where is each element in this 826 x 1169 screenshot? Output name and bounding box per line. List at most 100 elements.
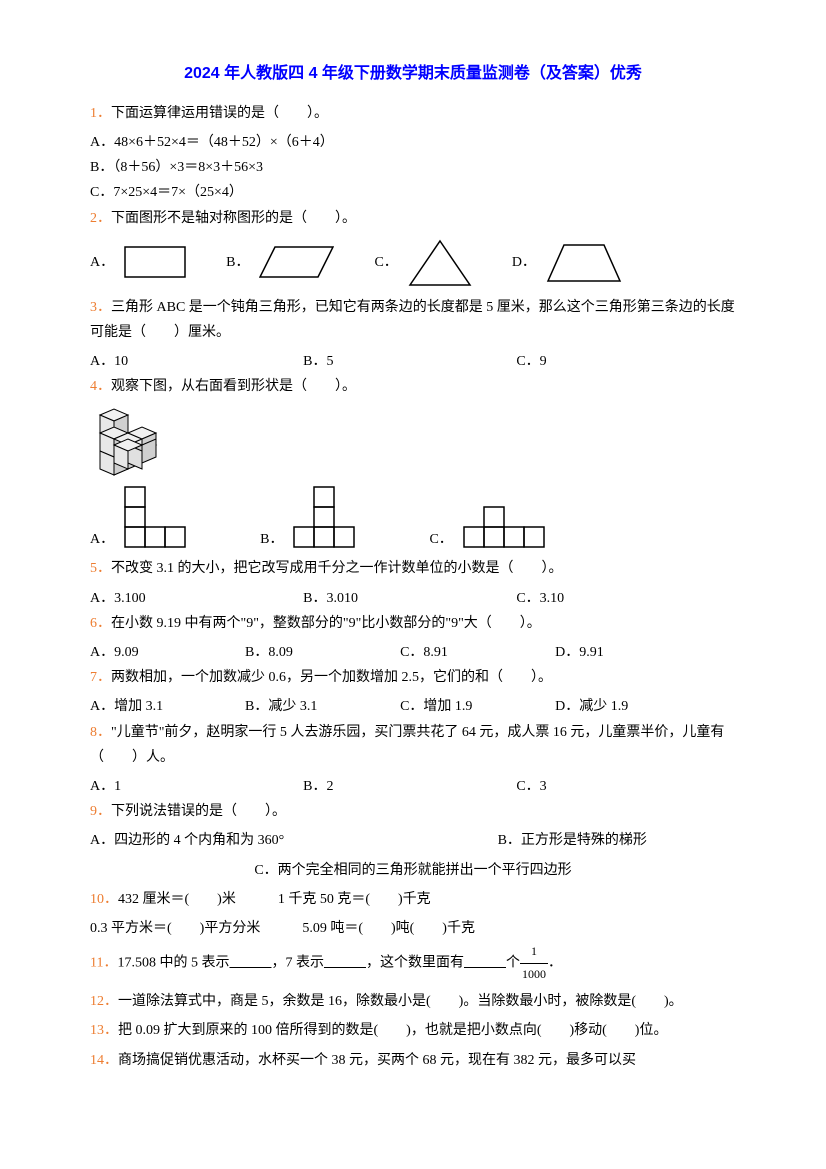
q6-num: 6． (90, 616, 111, 631)
q11-blank2 (324, 955, 366, 970)
question-8: 8．"儿童节"前夕，赵明家一行 5 人去游乐园，买门票共花了 64 元，成人票 … (90, 720, 736, 770)
q2-opt-c: C． (374, 239, 471, 287)
frac-den: 1000 (520, 964, 548, 986)
q3-optA: A．10 (90, 349, 303, 374)
question-10: 10．432 厘米＝( )米 1 千克 50 克＝( )千克 (90, 887, 736, 912)
q5-optC: C．3.10 (516, 586, 729, 611)
q3-optB: B．5 (303, 349, 516, 374)
q11-t1: 17.508 中的 5 表示 (117, 955, 229, 970)
q6-optB: B．8.09 (245, 640, 400, 665)
q4-label-c: C． (429, 527, 452, 552)
q1-text: 下面运算律运用错误的是（ ）。 (111, 106, 328, 121)
q11-blank1 (229, 955, 271, 970)
q2-label-c: C． (374, 250, 397, 275)
trapezoid-icon (546, 243, 622, 283)
q4-label-b: B． (260, 527, 283, 552)
q9-optC: C．两个完全相同的三角形就能拼出一个平行四边形 (90, 858, 736, 883)
q14-text: 商场搞促销优惠活动，水杯买一个 38 元，买两个 68 元，现在有 382 元，… (118, 1053, 636, 1068)
q10-text2: 0.3 平方米＝( )平方分米 5.09 吨＝( )吨( )千克 (90, 916, 736, 941)
q11-t2: ，7 表示 (271, 955, 324, 970)
q6-optA: A．9.09 (90, 640, 245, 665)
q6-text: 在小数 9.19 中有两个"9"，整数部分的"9"比小数部分的"9"大（ ）。 (111, 616, 541, 631)
q13-text: 把 0.09 扩大到原来的 100 倍所得到的数是( )，也就是把小数点向( )… (118, 1023, 667, 1038)
q11-t3: ，这个数里面有 (366, 955, 464, 970)
q2-text: 下面图形不是轴对称图形的是（ ）。 (111, 211, 356, 226)
q5-optA: A．3.100 (90, 586, 303, 611)
q2-num: 2． (90, 211, 111, 226)
question-11: 11．17.508 中的 5 表示 ，7 表示 ，这个数里面有 个11000． (90, 941, 736, 985)
question-13: 13．把 0.09 扩大到原来的 100 倍所得到的数是( )，也就是把小数点向… (90, 1018, 736, 1043)
question-5: 5．不改变 3.1 的大小，把它改写成用千分之一作计数单位的小数是（ ）。 (90, 556, 736, 581)
q10-text: 432 厘米＝( )米 1 千克 50 克＝( )千克 (118, 892, 431, 907)
q2-opt-b: B． (226, 246, 334, 280)
q3-options: A．10 B．5 C．9 (90, 349, 736, 374)
q7-num: 7． (90, 670, 111, 685)
q4-text: 观察下图，从右面看到形状是（ ）。 (111, 379, 356, 394)
question-14: 14．商场搞促销优惠活动，水杯买一个 38 元，买两个 68 元，现在有 382… (90, 1048, 736, 1073)
question-3: 3．三角形 ABC 是一个钝角三角形，已知它有两条边的长度都是 5 厘米，那么这… (90, 295, 736, 345)
q6-optC: C．8.91 (400, 640, 555, 665)
question-9: 9．下列说法错误的是（ ）。 (90, 799, 736, 824)
q10-num: 10． (90, 892, 118, 907)
q9-num: 9． (90, 804, 111, 819)
q4-options: A． B． C． (90, 486, 736, 552)
q2-opt-a: A． (90, 246, 186, 280)
q4-opt-c: C． (429, 506, 548, 552)
q11-blank3 (464, 955, 506, 970)
q9-optB: B．正方形是特殊的梯形 (498, 828, 647, 853)
q7-options: A．增加 3.1 B．减少 3.1 C．增加 1.9 D．减少 1.9 (90, 694, 736, 719)
q3-text: 三角形 ABC 是一个钝角三角形，已知它有两条边的长度都是 5 厘米，那么这个三… (90, 300, 735, 340)
fraction-icon: 11000 (520, 941, 548, 985)
q1-optA: A．48×6＋52×4＝（48＋52）×（6＋4） (90, 130, 736, 155)
question-12: 12．一道除法算式中，商是 5，余数是 16，除数最小是( )。当除数最小时，被… (90, 989, 736, 1014)
triangle-icon (408, 239, 472, 287)
q8-optA: A．1 (90, 774, 303, 799)
q2-opt-d: D． (512, 243, 622, 283)
q4-num: 4． (90, 379, 111, 394)
q5-options: A．3.100 B．3.010 C．3.10 (90, 586, 736, 611)
q4-cube-figure (90, 405, 736, 480)
q13-num: 13． (90, 1023, 118, 1038)
q6-options: A．9.09 B．8.09 C．8.91 D．9.91 (90, 640, 736, 665)
q9-text: 下列说法错误的是（ ）。 (111, 804, 286, 819)
question-7: 7．两数相加，一个加数减少 0.6，另一个加数增加 2.5，它们的和（ ）。 (90, 665, 736, 690)
q2-label-a: A． (90, 250, 114, 275)
q7-optD: D．减少 1.9 (555, 694, 710, 719)
q8-options: A．1 B．2 C．3 (90, 774, 736, 799)
cube-3d-icon (90, 405, 180, 480)
q7-optC: C．增加 1.9 (400, 694, 555, 719)
rectangle-icon (124, 246, 186, 280)
q1-num: 1． (90, 106, 111, 121)
squares-b-icon (293, 486, 359, 552)
q7-optB: B．减少 3.1 (245, 694, 400, 719)
q9-optA: A．四边形的 4 个内角和为 360° (90, 828, 478, 853)
q4-opt-a: A． (90, 486, 190, 552)
parallelogram-icon (259, 246, 334, 280)
q5-num: 5． (90, 561, 111, 576)
q9-options-row1: A．四边形的 4 个内角和为 360° B．正方形是特殊的梯形 (90, 828, 736, 853)
q5-optB: B．3.010 (303, 586, 516, 611)
q3-optC: C．9 (516, 349, 729, 374)
question-1: 1．下面运算律运用错误的是（ ）。 (90, 101, 736, 126)
q8-optB: B．2 (303, 774, 516, 799)
q1-optC: C．7×25×4＝7×（25×4） (90, 180, 736, 205)
question-2: 2．下面图形不是轴对称图形的是（ ）。 (90, 206, 736, 231)
q4-label-a: A． (90, 527, 114, 552)
q14-num: 14． (90, 1053, 118, 1068)
q8-text: "儿童节"前夕，赵明家一行 5 人去游乐园，买门票共花了 64 元，成人票 16… (90, 725, 724, 765)
q8-optC: C．3 (516, 774, 729, 799)
q2-shapes: A． B． C． D． (90, 239, 736, 287)
q2-label-d: D． (512, 250, 536, 275)
q4-opt-b: B． (260, 486, 359, 552)
squares-a-icon (124, 486, 190, 552)
q6-optD: D．9.91 (555, 640, 710, 665)
q1-optB: B．（8＋56）×3＝8×3＋56×3 (90, 155, 736, 180)
q5-text: 不改变 3.1 的大小，把它改写成用千分之一作计数单位的小数是（ ）。 (111, 561, 563, 576)
q7-optA: A．增加 3.1 (90, 694, 245, 719)
squares-c-icon (463, 506, 549, 552)
q3-num: 3． (90, 300, 111, 315)
q11-num: 11． (90, 955, 117, 970)
frac-num: 1 (520, 941, 548, 964)
q12-num: 12． (90, 994, 118, 1009)
page-title: 2024 年人教版四 4 年级下册数学期末质量监测卷（及答案）优秀 (90, 60, 736, 89)
